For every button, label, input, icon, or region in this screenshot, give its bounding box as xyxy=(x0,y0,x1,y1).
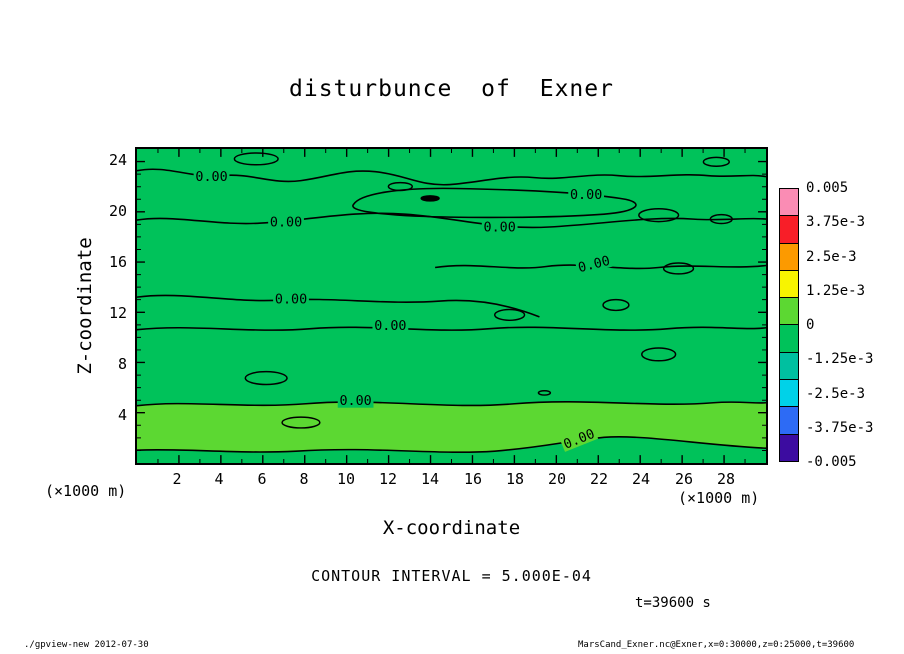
colorbar-segment xyxy=(780,269,798,298)
colorbar-label: 0.005 xyxy=(806,180,849,196)
zero-contour-lines xyxy=(137,168,766,453)
contour-label: 0.00 xyxy=(484,220,516,235)
y-tick-label: 16 xyxy=(108,253,127,271)
footer-left: ./gpview-new 2012-07-30 xyxy=(24,640,149,650)
y-tick-label: 24 xyxy=(108,151,127,169)
contour-label: 0.00 xyxy=(270,216,302,231)
colorbar-segment xyxy=(780,297,798,325)
colorbar-segment xyxy=(780,433,798,461)
x-tick-label: 2 xyxy=(172,470,182,488)
footer-right: MarsCand_Exner.nc@Exner,x=0:30000,z=0:25… xyxy=(578,640,855,650)
y-tick-label: 4 xyxy=(117,406,127,424)
contour-label: 0.00 xyxy=(570,188,602,203)
contour-label: 0.00 xyxy=(275,293,307,308)
colorbar-segment xyxy=(780,242,798,270)
colorbar-label: 2.5e-3 xyxy=(806,249,857,265)
colorbar-segment xyxy=(780,215,798,243)
contour-interval-text: CONTOUR INTERVAL = 5.000E-04 xyxy=(311,567,592,585)
x-tick-label: 8 xyxy=(299,470,309,488)
x-tick-label: 10 xyxy=(336,470,356,488)
colorbar-segment xyxy=(780,324,798,352)
x-tick-label: 4 xyxy=(214,470,224,488)
colorbar-label: -3.75e-3 xyxy=(806,420,874,436)
colorbar xyxy=(779,188,799,462)
x-tick-label: 26 xyxy=(674,470,694,488)
colorbar-label: -2.5e-3 xyxy=(806,386,866,402)
contour-plot-canvas: 0.00 0.00 0.00 0.00 0.00 0.00 0.00 0.00 xyxy=(137,149,766,463)
x-tick-label: 20 xyxy=(547,470,567,488)
plot-area: 0.00 0.00 0.00 0.00 0.00 0.00 0.00 0.00 xyxy=(135,147,768,465)
contour-label: 0.00 xyxy=(195,170,227,185)
colorbar-label: -1.25e-3 xyxy=(806,351,874,367)
colorbar-label: 1.25e-3 xyxy=(806,283,866,299)
x-axis-unit: (×1000 m) xyxy=(678,489,760,507)
colorbar-label: 0 xyxy=(806,317,815,333)
x-tick-label: 28 xyxy=(716,470,736,488)
colorbar-label: 3.75e-3 xyxy=(806,214,866,230)
x-tick-label: 22 xyxy=(589,470,609,488)
x-axis-label: X-coordinate xyxy=(382,517,521,539)
colorbar-label: -0.005 xyxy=(806,454,857,470)
plot-title: disturbunce of Exner xyxy=(289,76,614,102)
x-tick-label: 6 xyxy=(257,470,267,488)
y-tick-label: 8 xyxy=(117,355,127,373)
contour-labels: 0.00 0.00 0.00 0.00 0.00 0.00 0.00 0.00 xyxy=(193,170,614,453)
x-tick-label: 12 xyxy=(378,470,398,488)
contour-label: 0.00 xyxy=(374,319,406,334)
contour-closed-cells xyxy=(233,152,733,429)
contour-label: 0.00 xyxy=(339,394,371,409)
y-axis-unit: (×1000 m) xyxy=(45,482,127,500)
x-tick-label: 24 xyxy=(631,470,651,488)
x-tick-label: 14 xyxy=(420,470,440,488)
colorbar-segment xyxy=(780,351,798,380)
axis-tick-marks xyxy=(137,149,766,463)
colorbar-segment xyxy=(780,406,798,434)
colorbar-segment xyxy=(780,379,798,407)
time-text: t=39600 s xyxy=(635,595,711,611)
y-tick-label: 12 xyxy=(108,304,127,322)
y-tick-label: 20 xyxy=(108,202,127,220)
x-tick-label: 18 xyxy=(505,470,525,488)
x-tick-label: 16 xyxy=(463,470,483,488)
colorbar-segment xyxy=(780,189,798,216)
positive-band xyxy=(137,401,766,453)
